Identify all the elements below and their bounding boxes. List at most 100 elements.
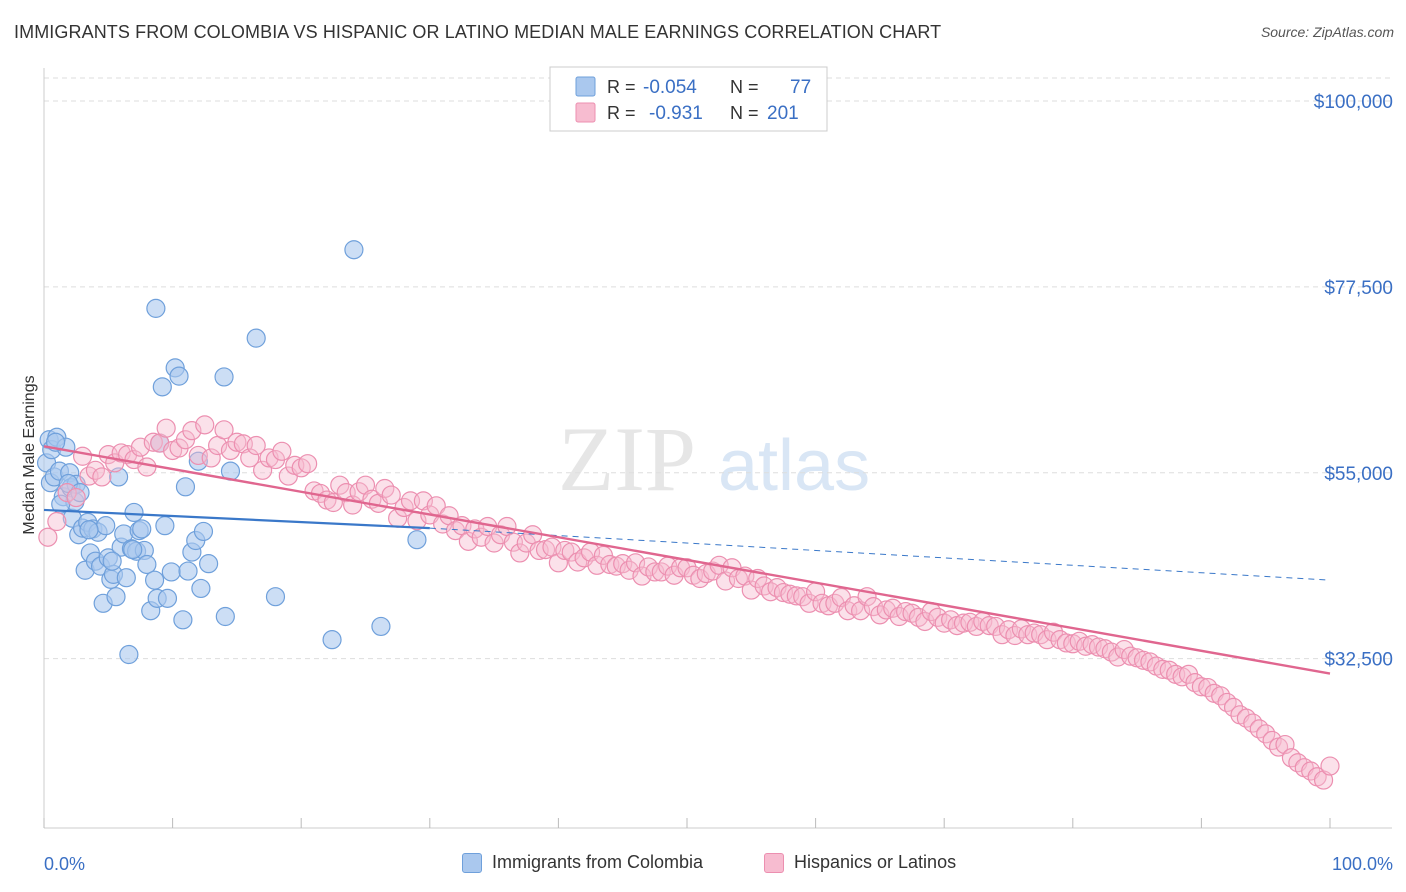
x-tick-label: 0.0% [44, 854, 85, 874]
data-point [253, 460, 273, 480]
data-point [322, 630, 342, 650]
legend-n-value-2: 201 [767, 103, 799, 124]
data-point [116, 568, 136, 588]
data-point [227, 432, 247, 452]
data-point [265, 587, 286, 607]
data-point [555, 540, 575, 561]
data-point [272, 441, 292, 461]
data-point [143, 432, 163, 452]
data-point [137, 457, 157, 477]
data-point [548, 553, 569, 573]
data-point [413, 491, 433, 511]
data-point [123, 540, 143, 560]
legend-r-value-2: -0.931 [649, 103, 703, 124]
data-point [344, 240, 364, 260]
data-point [1223, 697, 1244, 717]
data-point [161, 562, 181, 582]
legend-r-label-2: R = [607, 103, 636, 123]
data-point [155, 516, 175, 536]
data-point [173, 610, 193, 630]
trend-line-colombia-extension [429, 527, 1331, 581]
data-point [124, 502, 144, 523]
y-tick-label: $77,500 [1324, 278, 1393, 299]
data-point [1249, 719, 1269, 739]
data-point [102, 551, 122, 571]
watermark: ZIP atlas [558, 408, 870, 510]
data-point [152, 377, 172, 397]
data-point [214, 420, 234, 440]
data-point [132, 519, 152, 539]
data-point [137, 554, 157, 575]
data-point [156, 418, 176, 438]
data-point [157, 588, 178, 608]
trend-lines [43, 445, 1331, 675]
trend-line-colombia [43, 508, 430, 530]
data-point [1313, 770, 1334, 790]
data-point [72, 446, 93, 466]
data-point [355, 475, 376, 495]
data-point [1153, 659, 1173, 679]
data-point [175, 477, 196, 497]
data-point [851, 601, 871, 621]
data-point [57, 483, 77, 503]
data-point [144, 570, 165, 590]
legend-n-label-2: N = [730, 103, 759, 123]
legend-r-value-1: -0.054 [643, 77, 697, 98]
data-point [1121, 646, 1141, 666]
data-point [1320, 756, 1340, 776]
legend-item-hispanic: Hispanics or Latinos [764, 852, 956, 873]
data-point [510, 543, 530, 563]
y-tick-labels: $32,500 $55,000 $77,500 $100,000 [1314, 92, 1393, 671]
data-point [201, 448, 221, 468]
y-tick-label: $100,000 [1314, 92, 1393, 113]
data-point [214, 367, 234, 387]
data-point [915, 611, 935, 632]
legend-n-value-1: 77 [790, 77, 811, 98]
data-point [1236, 708, 1257, 728]
data-point [246, 328, 266, 348]
data-point [638, 557, 659, 577]
data-point [1043, 622, 1064, 642]
data-point [178, 561, 198, 581]
data-point [119, 644, 139, 665]
data-point [106, 587, 126, 607]
source-note: Source: ZipAtlas.com [1260, 24, 1394, 40]
data-point [79, 520, 99, 540]
data-point [1088, 637, 1109, 657]
data-point [458, 531, 478, 551]
legend-label-hispanic: Hispanics or Latinos [794, 852, 957, 872]
data-point [407, 530, 427, 550]
data-point [47, 511, 67, 532]
series-colombia [36, 240, 427, 665]
data-point [246, 435, 266, 456]
legend-n-label-1: N = [730, 77, 759, 97]
data-point [371, 616, 391, 637]
data-point [1281, 748, 1302, 768]
series-hispanic [38, 415, 1340, 790]
data-point [92, 467, 112, 487]
data-point [96, 516, 116, 536]
data-point [215, 606, 235, 627]
y-tick-label: $32,500 [1324, 650, 1393, 671]
data-point [191, 578, 211, 599]
data-point [1217, 692, 1237, 713]
data-point [330, 475, 350, 495]
legend-swatch-hispanic [764, 852, 784, 873]
data-point [38, 527, 58, 547]
data-point [195, 415, 215, 435]
legend-swatch-pink [575, 102, 596, 123]
data-point [298, 454, 318, 474]
stats-legend: R = -0.054 N = 77 R = -0.931 N = 201 [549, 66, 828, 132]
legend-swatch-colombia [462, 852, 482, 873]
data-point [199, 554, 219, 574]
legend-item-colombia: Immigrants from Colombia [462, 852, 703, 873]
watermark-atlas: atlas [718, 426, 870, 506]
data-point [381, 485, 401, 505]
legend-r-label-1: R = [607, 77, 636, 97]
data-point [741, 580, 761, 600]
watermark-zip: ZIP [558, 408, 696, 510]
data-point [130, 437, 151, 457]
legend-label-colombia: Immigrants from Colombia [492, 852, 704, 872]
y-tick-label: $55,000 [1324, 464, 1393, 485]
